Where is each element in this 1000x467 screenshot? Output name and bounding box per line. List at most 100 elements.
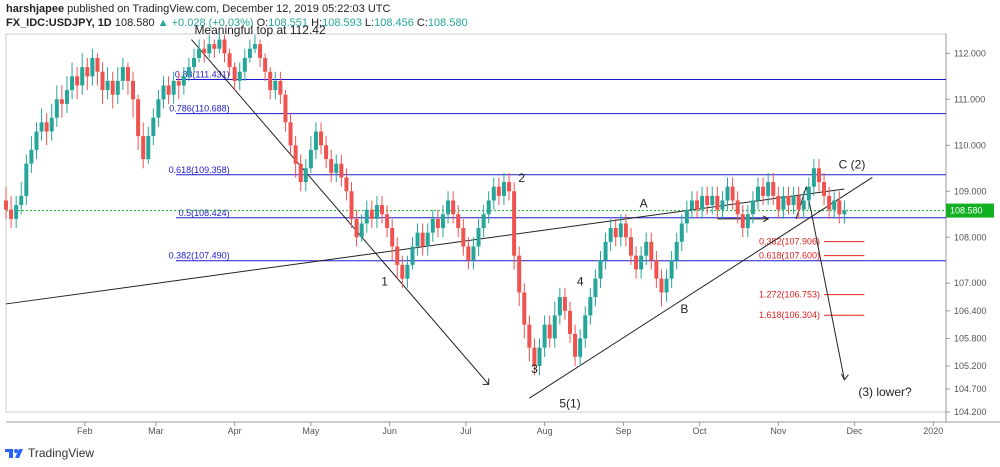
publish-info: published on TradingView.com, December 1… [67, 3, 391, 15]
candle-up [181, 76, 186, 86]
y-tick-label: 104.200 [954, 407, 987, 417]
fib-level-label: 0.88(111.431) [175, 69, 230, 79]
arrow-head-icon [840, 373, 849, 381]
candle-down [837, 200, 842, 215]
candle-up [14, 205, 19, 219]
candle-down [547, 324, 552, 339]
extension-level-label: 1.618(106.304) [759, 310, 820, 320]
open-label: O: [256, 17, 269, 29]
wave-annotation: B [680, 302, 688, 316]
symbol-label[interactable]: FX_IDC:USDJPY, 1D [6, 17, 112, 29]
candle-up [24, 163, 29, 196]
fib-level-label: 0.5(108.424) [179, 208, 230, 218]
x-tick-label: Feb [77, 426, 93, 436]
candle-up [801, 200, 806, 210]
fib-level-label: 0.618(109.358) [169, 165, 230, 175]
candle-down [395, 246, 400, 265]
candle-down [324, 145, 329, 160]
candle-down [278, 80, 283, 95]
candle-up [689, 200, 694, 210]
candle-down [298, 163, 303, 183]
candle-up [674, 241, 679, 261]
author-name[interactable]: harshjapee [6, 3, 65, 15]
long-trendline [5, 188, 845, 305]
y-tick-label: 105.800 [954, 333, 987, 343]
candle-down [776, 195, 781, 210]
downtrend-line [191, 39, 490, 385]
candle-down [212, 44, 217, 49]
candle-up [593, 278, 598, 298]
publish-line: harshjapee published on TradingView.com,… [6, 3, 390, 15]
candle-down [95, 57, 100, 72]
candle-down [258, 44, 263, 58]
candle-down [390, 228, 395, 247]
candle-down [456, 214, 461, 229]
candle-down [623, 223, 628, 238]
y-tick-label: 107.000 [954, 278, 987, 288]
candle-up [171, 80, 176, 95]
current-price-label: 108.580 [950, 206, 983, 216]
candle-down [705, 195, 710, 206]
candle-up [644, 241, 649, 256]
fib-level-label: 0.786(110.688) [169, 104, 229, 114]
candle-down [786, 195, 791, 206]
candle-up [120, 67, 125, 81]
candle-down [466, 246, 471, 261]
candle-up [19, 195, 24, 206]
y-tick-label: 111.000 [954, 94, 985, 104]
candle-up [115, 80, 120, 95]
candle-down [822, 182, 827, 196]
tradingview-footer[interactable]: TradingView [4, 446, 94, 460]
candle-up [415, 232, 420, 247]
candle-up [440, 214, 445, 229]
candle-up [217, 39, 222, 49]
candle-up [557, 297, 562, 316]
candle-up [542, 324, 547, 348]
wave-annotation: A [640, 196, 648, 210]
x-tick-label: Oct [693, 426, 708, 436]
candle-down [761, 186, 766, 196]
candle-up [618, 223, 623, 238]
candle-down [100, 71, 105, 91]
low-label: L: [364, 17, 375, 29]
candle-down [369, 209, 374, 219]
candle-up [70, 76, 75, 91]
candle-down [496, 186, 501, 196]
candle-down [136, 99, 141, 137]
candle-up [745, 214, 750, 229]
open-value: 108.551 [268, 17, 309, 29]
candle-up [471, 246, 476, 261]
candle-up [578, 338, 583, 357]
price-change: +0.028 (+0.03%) [171, 17, 254, 29]
candle-up [192, 57, 196, 68]
candle-up [313, 131, 318, 150]
last-price: 108.580 [114, 17, 155, 29]
candle-up [842, 210, 847, 215]
arrow-head-icon [762, 215, 770, 223]
candle-down [628, 237, 633, 256]
extension-level-label: 0.382(107.906) [759, 237, 820, 247]
close-value: 108.580 [427, 17, 468, 29]
x-tick-label: Dec [847, 426, 864, 436]
candle-up [49, 117, 54, 132]
candle-up [39, 122, 44, 132]
candle-up [207, 44, 212, 54]
wave-annotation: 3 [531, 362, 538, 376]
candle-down [176, 80, 181, 86]
candle-down [634, 255, 639, 270]
candle-up [832, 200, 837, 210]
candle-up [750, 200, 755, 215]
candle-up [105, 80, 110, 91]
candle-up [237, 71, 242, 81]
candle-down [202, 48, 207, 54]
candle-down [227, 53, 232, 68]
candle-down [344, 177, 349, 192]
candle-up [303, 168, 308, 183]
candle-up [811, 168, 816, 187]
candle-up [156, 99, 161, 118]
candle-up [151, 117, 156, 137]
candle-up [405, 264, 410, 279]
candle-down [354, 218, 359, 238]
candle-up [334, 163, 339, 173]
